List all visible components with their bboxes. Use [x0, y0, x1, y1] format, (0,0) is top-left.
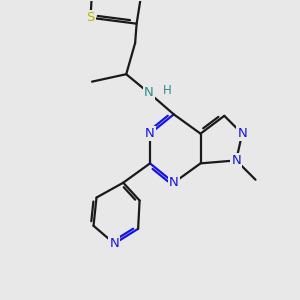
Text: N: N [110, 237, 119, 250]
Text: N: N [231, 154, 241, 167]
Text: N: N [237, 127, 247, 140]
Text: N: N [145, 127, 155, 140]
Text: N: N [169, 176, 179, 189]
Text: S: S [86, 11, 95, 24]
Text: H: H [163, 84, 171, 97]
Text: N: N [144, 86, 154, 99]
